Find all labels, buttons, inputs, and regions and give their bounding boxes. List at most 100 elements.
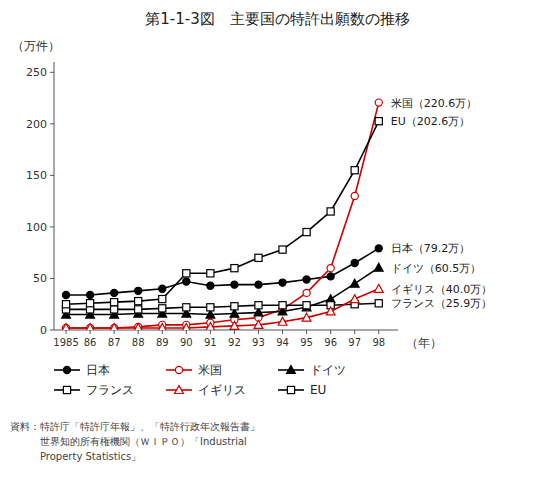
point <box>62 324 71 330</box>
point <box>279 302 286 309</box>
point <box>278 317 287 325</box>
point <box>374 284 383 292</box>
legend-marker <box>175 366 182 373</box>
annotation: EU（202.6万） <box>391 115 471 128</box>
legend-marker <box>63 366 70 373</box>
axes: 0501001502002501985868788899091929394959… <box>26 62 398 348</box>
point <box>110 324 119 330</box>
point <box>303 276 310 283</box>
series <box>62 99 382 330</box>
point <box>375 245 382 252</box>
legend-label: イギリス <box>198 383 246 397</box>
legend-marker <box>63 386 70 393</box>
point <box>135 287 142 294</box>
series-line <box>66 121 379 304</box>
x-tick-label: 1985 <box>53 337 78 348</box>
point <box>135 306 142 313</box>
y-tick <box>50 175 54 176</box>
point <box>159 305 166 312</box>
x-tick <box>234 330 235 334</box>
x-tick <box>66 330 67 334</box>
point <box>182 324 191 330</box>
legend-marker <box>175 386 184 394</box>
point <box>86 324 95 330</box>
x-tick-label: 98 <box>372 337 385 348</box>
x-tick-label: 90 <box>180 337 193 348</box>
point <box>327 265 334 272</box>
point <box>134 324 143 330</box>
y-tick <box>50 226 54 227</box>
series-line <box>66 268 379 315</box>
point <box>207 270 214 277</box>
legend-label: 米国 <box>198 363 222 377</box>
point <box>375 300 382 307</box>
x-tick <box>330 330 331 334</box>
point <box>231 265 238 272</box>
y-axis-line <box>54 62 55 330</box>
legend-marker <box>287 366 296 374</box>
point <box>159 295 166 302</box>
point <box>351 167 358 174</box>
chart: 第1-1-3図 主要国の特許出願数の推移（万件）0501001502002501… <box>0 0 555 494</box>
point <box>62 291 69 298</box>
x-tick <box>258 330 259 334</box>
point <box>255 281 262 288</box>
x-axis-label: （年） <box>406 336 442 350</box>
y-tick-label: 50 <box>33 272 47 285</box>
series-line <box>66 103 379 328</box>
x-tick-label: 95 <box>300 337 313 348</box>
y-tick-label: 100 <box>26 221 47 234</box>
legend-marker <box>287 386 294 393</box>
y-tick <box>50 123 54 124</box>
point <box>350 295 359 303</box>
y-axis-label: （万件） <box>12 39 60 53</box>
point <box>62 324 69 330</box>
point <box>159 285 166 292</box>
annotation: 米国（220.6万） <box>391 97 478 110</box>
point <box>230 321 239 329</box>
point <box>374 263 383 271</box>
plot-area <box>62 99 384 330</box>
x-tick <box>186 330 187 334</box>
point <box>375 118 382 125</box>
point <box>111 306 118 313</box>
series-line <box>66 248 379 295</box>
point <box>62 301 69 308</box>
y-tick <box>50 72 54 73</box>
point <box>327 208 334 215</box>
legend-label: ドイツ <box>310 363 346 377</box>
point <box>279 246 286 253</box>
y-tick-label: 150 <box>26 169 47 182</box>
annotation: イギリス（40.0万） <box>391 283 493 296</box>
point <box>351 259 358 266</box>
point <box>231 281 238 288</box>
y-tick-label: 250 <box>26 66 47 79</box>
x-tick-label: 86 <box>84 337 97 348</box>
x-tick <box>90 330 91 334</box>
x-tick-label: 97 <box>348 337 361 348</box>
x-tick-label: 87 <box>108 337 121 348</box>
point <box>279 279 286 286</box>
y-tick <box>50 330 54 331</box>
point <box>303 228 310 235</box>
point <box>111 289 118 296</box>
point <box>183 304 190 311</box>
point <box>86 291 93 298</box>
point <box>86 300 93 307</box>
x-tick <box>138 330 139 334</box>
x-tick <box>210 330 211 334</box>
x-tick-label: 96 <box>324 337 337 348</box>
point <box>303 289 310 296</box>
x-tick <box>306 330 307 334</box>
point <box>375 99 382 106</box>
annotation: 日本（79.2万） <box>391 242 471 255</box>
series <box>62 118 382 308</box>
point <box>206 323 215 330</box>
x-tick-label: 93 <box>252 337 265 348</box>
annotations: 米国（220.6万）EU（202.6万）日本（79.2万）ドイツ（60.5万）イ… <box>391 97 493 311</box>
y-tick <box>50 278 54 279</box>
point <box>255 302 262 309</box>
series-line <box>66 289 379 328</box>
point <box>86 324 93 330</box>
point <box>254 320 263 328</box>
